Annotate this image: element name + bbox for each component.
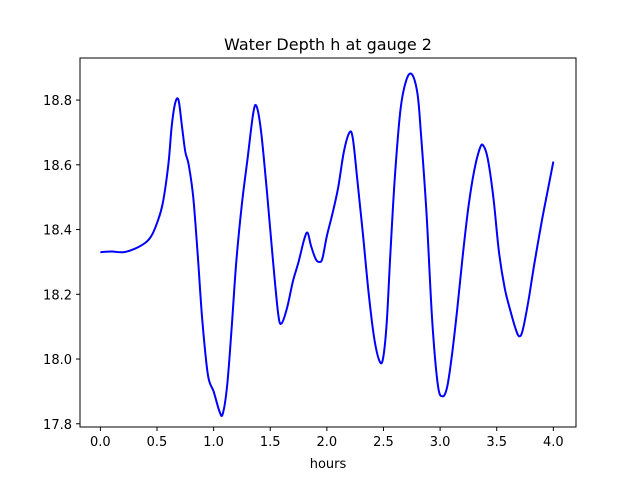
chart-title: Water Depth h at gauge 2: [224, 35, 432, 54]
x-axis-label: hours: [310, 457, 347, 472]
y-tick-label: 17.8: [43, 418, 72, 433]
x-tick-label: 3.5: [486, 435, 507, 450]
x-tick-label: 3.0: [430, 435, 451, 450]
y-tick-label: 18.0: [43, 353, 72, 368]
x-tick-label: 1.5: [260, 435, 281, 450]
x-tick-label: 4.0: [543, 435, 564, 450]
axes-frame: [79, 57, 577, 428]
y-tick-label: 18.6: [43, 159, 72, 174]
x-tick-label: 0.5: [147, 435, 168, 450]
x-tick-label: 2.5: [373, 435, 394, 450]
x-tick-label: 0.0: [90, 435, 111, 450]
y-tick-label: 18.8: [43, 94, 72, 109]
x-tick-label: 2.0: [317, 435, 338, 450]
y-tick-label: 18.4: [43, 224, 72, 239]
plot-area: 0.0 0.5 1.0 1.5 2.0 2.5 3.0 3.5 4.0 17.8 18.0 18.2 1…: [43, 72, 564, 450]
y-tick-label: 18.2: [43, 288, 72, 303]
series-line: [100, 72, 555, 417]
x-tick-label: 1.0: [203, 435, 224, 450]
